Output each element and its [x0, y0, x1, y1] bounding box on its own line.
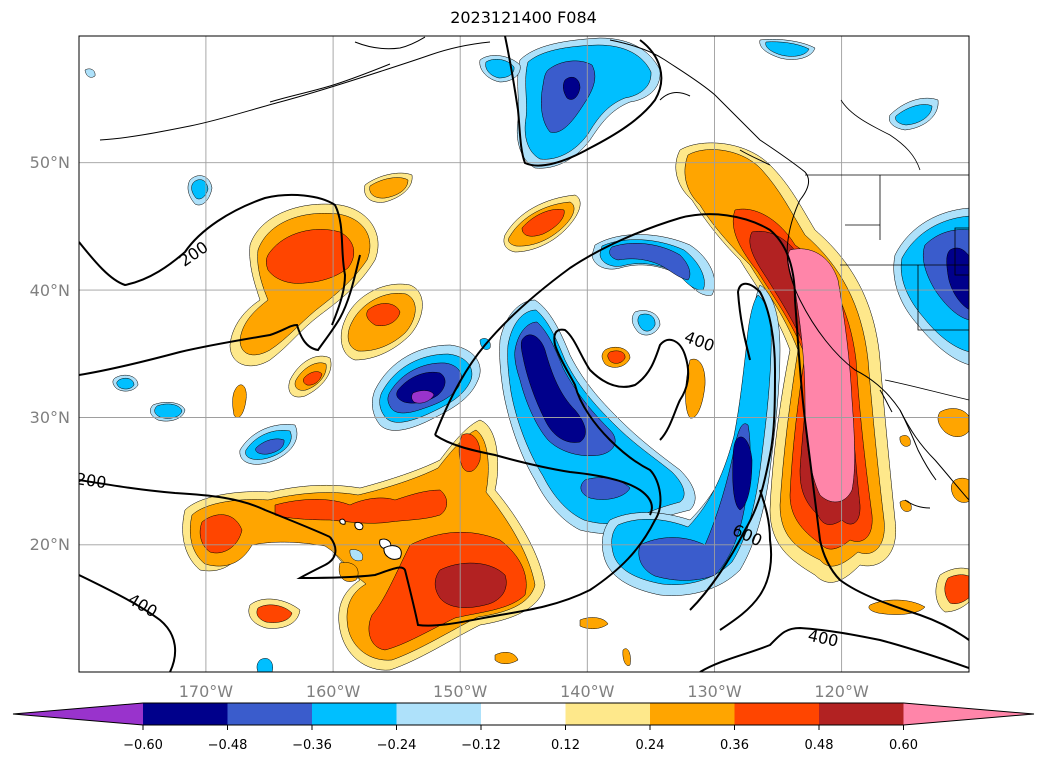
colorbar-ticks	[142, 725, 904, 730]
colorbar-tick-label: 0.60	[889, 738, 918, 753]
colorbar: −0.60 −0.48 −0.36 −0.24 −0.12 0.12 0.24 …	[12, 702, 1035, 753]
shade-region	[520, 334, 586, 443]
colorbar-left-extension	[13, 703, 143, 725]
shade-region	[563, 77, 581, 100]
height-contours	[79, 36, 969, 672]
shade-region	[895, 104, 933, 126]
shade-region	[154, 403, 183, 419]
islands	[339, 518, 402, 560]
shade-region	[199, 514, 243, 554]
coastlines	[99, 36, 969, 509]
shade-region	[607, 350, 626, 364]
negative-anomaly-regions	[84, 37, 969, 672]
plot-frame	[78, 35, 970, 673]
graticule	[79, 36, 969, 672]
longitude-axis-labels: 170°W 160°W 150°W 140°W 130°W 120°W	[179, 682, 869, 701]
shade-region	[946, 247, 969, 310]
colorbar-tick-label: −0.48	[208, 738, 248, 753]
colorbar-tick-label: −0.60	[123, 738, 163, 753]
shade-region	[937, 408, 969, 437]
shade-region	[256, 604, 293, 623]
shade-region	[411, 390, 435, 404]
shade-region	[458, 433, 481, 472]
lat-tick-label: 50°N	[30, 153, 70, 172]
colorbar-tick-labels: −0.60 −0.48 −0.36 −0.24 −0.12 0.12 0.24 …	[123, 738, 918, 753]
shade-region	[255, 438, 285, 455]
shade-region	[521, 209, 565, 237]
lon-tick-label: 150°W	[433, 682, 488, 701]
shade-region	[765, 41, 810, 57]
lat-tick-label: 40°N	[30, 281, 70, 300]
lon-tick-label: 170°W	[179, 682, 234, 701]
shade-region	[434, 562, 507, 608]
colorbar-tick-label: −0.36	[292, 738, 332, 753]
colorbar-bin	[565, 703, 650, 725]
shade-region	[369, 177, 409, 199]
colorbar-tick-label: 0.12	[551, 738, 580, 753]
map-title: 2023121400 F084	[450, 8, 597, 27]
shade-region	[266, 229, 355, 284]
lat-tick-label: 20°N	[30, 535, 70, 554]
shade-region	[303, 371, 323, 386]
colorbar-tick-label: −0.12	[461, 738, 501, 753]
lon-tick-label: 140°W	[560, 682, 615, 701]
shade-region	[944, 574, 969, 604]
shade-region	[899, 435, 911, 447]
lon-tick-label: 120°W	[814, 682, 869, 701]
colorbar-bin	[734, 703, 819, 725]
colorbar-bin	[227, 703, 312, 725]
political-borders	[805, 99, 969, 401]
colorbar-tick-label: 0.24	[636, 738, 665, 753]
lon-tick-label: 160°W	[306, 682, 361, 701]
colorbar-right-extension	[903, 703, 1034, 725]
shade-region	[116, 377, 135, 390]
shade-region	[787, 248, 855, 503]
contour-label: 200	[75, 469, 108, 492]
shade-region	[84, 68, 96, 78]
colorbar-bin	[396, 703, 481, 725]
shade-region	[349, 549, 363, 562]
shade-region	[366, 303, 401, 326]
colorbar-bin	[143, 703, 228, 725]
shade-region	[485, 59, 515, 79]
map-plot-area: 200 200 400 400 400 600	[75, 36, 969, 672]
colorbar-tick-label: 0.48	[805, 738, 834, 753]
latitude-axis-labels: 50°N 40°N 30°N 20°N	[30, 153, 70, 554]
shade-region	[622, 648, 631, 666]
colorbar-bin	[650, 703, 735, 725]
lat-tick-label: 30°N	[30, 408, 70, 427]
shade-region	[274, 489, 447, 524]
shade-region	[609, 243, 691, 281]
shade-region	[191, 179, 209, 200]
colorbar-bin	[819, 703, 904, 725]
shade-region	[494, 652, 519, 664]
shade-region	[637, 313, 656, 332]
shade-region	[732, 436, 753, 511]
shade-region	[232, 384, 247, 418]
colorbar-bin	[481, 703, 566, 725]
colorbar-tick-label: 0.36	[720, 738, 749, 753]
shade-region	[256, 658, 273, 672]
colorbar-bin	[312, 703, 397, 725]
colorbar-tick-label: −0.24	[377, 738, 417, 753]
shade-region	[685, 358, 706, 419]
lon-tick-label: 130°W	[687, 682, 742, 701]
